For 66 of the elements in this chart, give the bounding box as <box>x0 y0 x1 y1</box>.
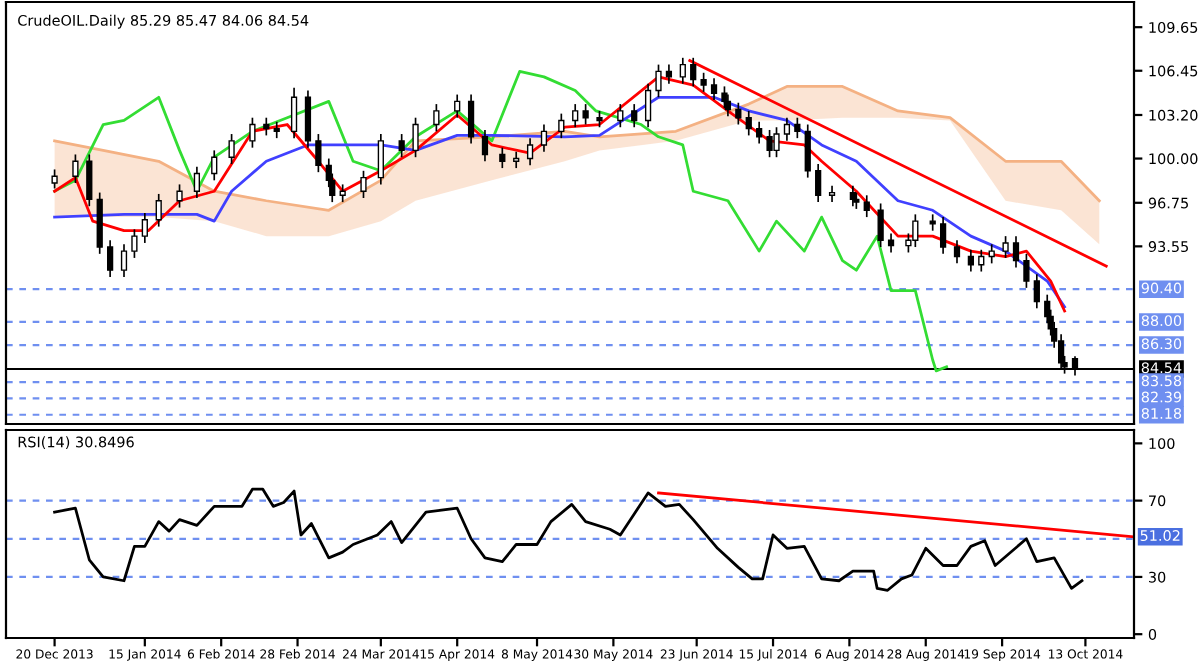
candlestick <box>783 116 791 142</box>
candlestick <box>863 194 870 218</box>
candlestick <box>721 85 728 110</box>
candlestick <box>1012 235 1020 269</box>
candlestick <box>745 110 752 137</box>
candlestick <box>120 243 128 278</box>
candlestick <box>454 93 461 119</box>
candlestick <box>665 63 673 85</box>
candlestick <box>939 216 947 255</box>
candlestick <box>773 126 780 159</box>
candlestick <box>766 129 773 159</box>
candlestick <box>804 123 811 179</box>
candlestick <box>710 77 718 101</box>
candlestick <box>481 129 489 163</box>
candlestick <box>86 153 93 208</box>
candlestick <box>724 93 732 118</box>
candlestick <box>51 168 58 190</box>
candlestick <box>679 56 686 85</box>
candlestick <box>877 202 884 248</box>
candlestick <box>249 116 256 149</box>
candlestick <box>1033 273 1040 310</box>
candlestick <box>72 153 79 184</box>
candlestick <box>377 133 384 186</box>
candlestick <box>953 239 961 265</box>
candlestick <box>433 103 440 133</box>
candlestick <box>360 169 367 199</box>
candlestick <box>794 116 801 139</box>
candlestick <box>655 63 662 99</box>
candlestick <box>304 89 312 149</box>
candlestick <box>631 103 638 129</box>
candlestick <box>690 56 697 88</box>
candlestick <box>412 116 419 159</box>
candlestick <box>1002 235 1009 259</box>
candlestick <box>700 71 707 93</box>
candlestick <box>96 191 103 255</box>
line-series <box>53 487 1084 592</box>
candlestick <box>211 149 218 182</box>
candlestick <box>572 103 579 129</box>
candlestick <box>467 93 475 145</box>
candlestick <box>815 163 822 203</box>
line-series <box>53 85 1101 212</box>
candlestick <box>141 212 148 244</box>
candlestick <box>155 193 162 228</box>
candlestick <box>988 243 995 265</box>
candlestick <box>617 103 624 129</box>
candlestick <box>644 82 652 129</box>
candlestick <box>1023 253 1030 289</box>
candlestick <box>526 137 534 167</box>
candlestick <box>315 133 322 173</box>
candlestick <box>131 228 138 259</box>
candlestick <box>106 239 114 278</box>
candlestick <box>978 248 985 273</box>
candlestick <box>967 248 974 273</box>
candlestick <box>398 133 405 159</box>
candlestick <box>176 183 183 209</box>
candlestick <box>228 133 235 165</box>
candlestick <box>735 101 742 126</box>
candlestick <box>499 146 506 169</box>
candlestick <box>582 103 589 126</box>
candlestick <box>912 213 919 248</box>
line-series <box>53 70 948 373</box>
candlestick <box>290 86 298 139</box>
candlestick <box>540 123 548 153</box>
candlestick <box>756 120 763 145</box>
candlestick <box>558 112 565 139</box>
candlestick <box>193 165 201 199</box>
